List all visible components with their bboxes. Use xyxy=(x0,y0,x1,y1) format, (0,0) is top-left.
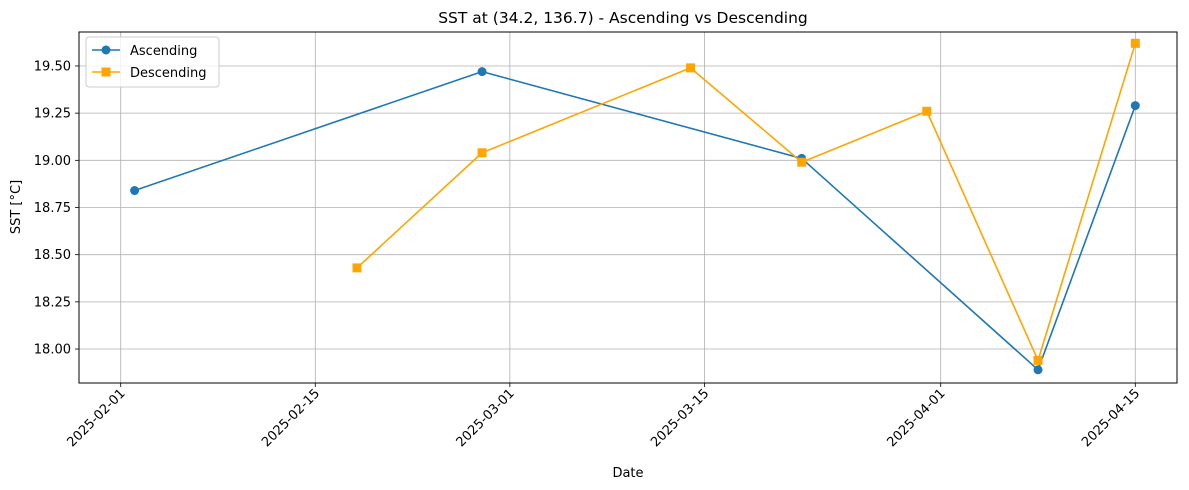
series-line-ascending xyxy=(134,70,1137,371)
data-point-descending xyxy=(797,157,807,167)
y-ticks: 18.00 18.25 18.50 18.75 19.00 19.25 19.50 xyxy=(34,59,79,358)
y-tick-label: 18.50 xyxy=(34,248,71,263)
grid xyxy=(79,32,1177,383)
data-point-descending xyxy=(922,106,932,116)
legend-label-ascending: Ascending xyxy=(130,44,197,59)
y-tick-label: 18.25 xyxy=(34,295,71,310)
y-tick-label: 19.25 xyxy=(34,107,71,122)
legend-marker-descending xyxy=(101,67,111,77)
series-descending xyxy=(352,38,1140,365)
legend-marker-ascending xyxy=(101,45,111,55)
x-ticks: 2025-02-01 2025-02-15 2025-03-01 2025-03-15… xyxy=(64,383,1143,450)
x-tick-label: 2025-04-01 xyxy=(885,386,949,450)
data-point-descending xyxy=(352,263,362,273)
x-tick-label: 2025-02-15 xyxy=(259,386,323,450)
x-tick-label: 2025-02-01 xyxy=(64,386,128,450)
data-point-descending xyxy=(686,63,696,73)
legend-item-ascending: Ascending xyxy=(92,44,197,59)
series-line-descending xyxy=(356,43,1137,362)
data-point-descending xyxy=(477,148,487,158)
series-layer xyxy=(130,38,1140,375)
y-tick-label: 18.00 xyxy=(34,343,71,358)
legend-label-descending: Descending xyxy=(130,66,207,81)
chart-title: SST at (34.2, 136.7) - Ascending vs Desc… xyxy=(438,9,808,27)
y-tick-label: 18.75 xyxy=(34,201,71,216)
data-point-ascending xyxy=(1130,101,1140,111)
legend-item-descending: Descending xyxy=(92,66,207,81)
data-point-descending xyxy=(1130,38,1140,48)
x-tick-label: 2025-03-15 xyxy=(648,386,712,450)
x-axis-label: Date xyxy=(612,466,643,481)
x-tick-label: 2025-04-15 xyxy=(1079,386,1143,450)
y-axis-label: SST [°C] xyxy=(9,180,24,234)
data-point-descending xyxy=(1033,355,1043,365)
y-tick-label: 19.50 xyxy=(34,59,71,74)
y-tick-label: 19.00 xyxy=(34,154,71,169)
legend: Ascending Descending xyxy=(85,36,220,88)
data-point-ascending xyxy=(130,186,140,196)
x-tick-label: 2025-03-01 xyxy=(454,386,518,450)
data-point-ascending xyxy=(1033,365,1043,375)
data-point-ascending xyxy=(477,67,487,77)
